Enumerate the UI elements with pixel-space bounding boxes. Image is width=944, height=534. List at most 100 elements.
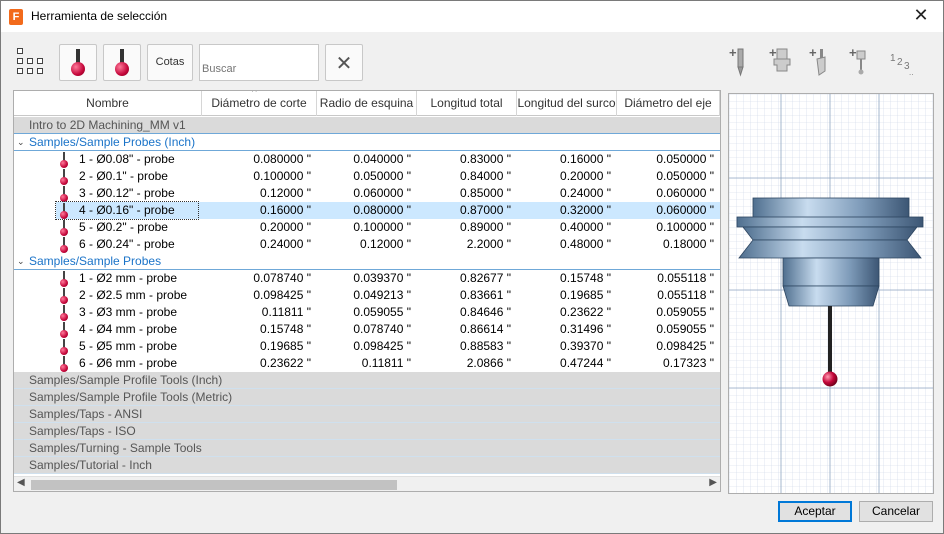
clear-search-button[interactable]: ✕ (325, 44, 363, 81)
tool-name: 1 - Ø0.08" - probe (79, 152, 175, 166)
probe-icon (60, 220, 68, 236)
column-header-longitud-total[interactable]: Longitud total (417, 91, 517, 116)
group-label: Samples/Taps - ISO (29, 424, 136, 438)
add-insert-icon[interactable]: + (809, 45, 837, 79)
tool-library-group[interactable]: ⌄ Samples/Sample Probes (Inch) (14, 134, 720, 151)
table-cell: 0.11811 " (261, 305, 311, 319)
tool-library-group[interactable]: Samples/Tutorial - Inch (14, 457, 720, 474)
search-input[interactable] (199, 44, 319, 81)
tool-name: 4 - Ø4 mm - probe (79, 322, 178, 336)
title-bar: F Herramienta de selección ✕ (1, 1, 943, 32)
table-cell: 0.40000 " (560, 220, 611, 234)
column-header-diametro-corte[interactable]: Diámetro de corte (202, 91, 317, 116)
tool-row[interactable]: 5 - Ø5 mm - probe 0.19685 " 0.098425 " 0.88… (14, 338, 720, 355)
ok-button[interactable]: Aceptar (778, 501, 852, 522)
svg-text:3: 3 (904, 61, 910, 72)
cotas-label: Cotas (155, 56, 185, 68)
group-label: Samples/Taps - ANSI (29, 407, 143, 421)
table-cell: 0.89000 " (460, 220, 511, 234)
table-cell: 0.87000 " (460, 203, 511, 217)
tool-row[interactable]: 5 - Ø0.2" - probe 0.20000 " 0.100000 " 0.89… (14, 219, 720, 236)
table-cell: 0.39370 " (560, 339, 611, 353)
tool-library-group[interactable]: Samples/Sample Profile Tools (Inch) (14, 372, 720, 389)
tool-name: 5 - Ø5 mm - probe (79, 339, 178, 353)
table-cell: 0.078740 " (353, 322, 411, 336)
tool-library-group[interactable]: ⌄ Samples/Sample Probes (14, 253, 720, 270)
tool-library-group[interactable]: Samples/Taps - ANSI (14, 406, 720, 423)
add-holder-icon[interactable]: + (769, 45, 797, 79)
table-cell: 0.88583 " (460, 339, 511, 353)
table-cell: 0.098425 " (253, 288, 311, 302)
add-endmill-icon[interactable]: + (729, 45, 757, 79)
tool-name: 6 - Ø6 mm - probe (79, 356, 178, 370)
group-label: Samples/Tutorial - Inch (29, 458, 152, 472)
column-header-radio-esquina[interactable]: Radio de esquina (317, 91, 417, 116)
tool-preview-panel[interactable] (728, 93, 934, 494)
table-cell: 0.17323 " (663, 356, 714, 370)
table-cell: 0.20000 " (260, 220, 311, 234)
scroll-left-icon[interactable]: ◀ (17, 477, 25, 488)
probe-icon (60, 169, 68, 185)
tool-name: 3 - Ø3 mm - probe (79, 305, 178, 319)
tool-library-group[interactable]: Samples/Sample Profile Tools (Metric) (14, 389, 720, 406)
table-cell: 0.19685 " (260, 339, 311, 353)
tool-row[interactable]: 4 - Ø4 mm - probe 0.15748 " 0.078740 " 0.86… (14, 321, 720, 338)
chevron-down-icon[interactable]: ⌄ (17, 137, 25, 147)
horizontal-scrollbar[interactable]: ◀ ▶ (14, 476, 720, 491)
tool-row[interactable]: 2 - Ø2.5 mm - probe 0.098425 " 0.049213 " 0… (14, 287, 720, 304)
chevron-down-icon[interactable]: ⌄ (17, 256, 25, 266)
table-cell: 0.15748 " (560, 271, 611, 285)
tool-library-group[interactable]: Intro to 2D Machining_MM v1 (14, 117, 720, 134)
probe-icon (60, 237, 68, 253)
view-mode-grid-icon[interactable] (17, 48, 45, 76)
table-cell: 0.11811 " (361, 356, 411, 370)
scroll-right-icon[interactable]: ▶ (709, 477, 717, 488)
tool-row[interactable]: 3 - Ø0.12" - probe 0.12000 " 0.060000 " 0.8… (14, 185, 720, 202)
tool-row[interactable]: 4 - Ø0.16" - probe 0.16000 " 0.080000 " 0.8… (14, 201, 720, 220)
table-cell: 0.060000 " (353, 186, 411, 200)
table-cell: 0.059055 " (656, 322, 714, 336)
tool-row[interactable]: 3 - Ø3 mm - probe 0.11811 " 0.059055 " 0.84… (14, 304, 720, 321)
toolbar: Cotas ✕ + + + + 123.. (1, 39, 943, 87)
column-header-diametro-eje[interactable]: Diámetro del eje (617, 91, 720, 116)
table-cell: 0.18000 " (663, 237, 714, 251)
cotas-button[interactable]: Cotas (147, 44, 193, 81)
table-cell: 0.82677 " (460, 271, 511, 285)
column-header-nombre[interactable]: Nombre (14, 91, 202, 116)
probe-icon (60, 186, 68, 202)
window-title: Herramienta de selección (31, 9, 168, 23)
tool-library-group[interactable]: Samples/Taps - ISO (14, 423, 720, 440)
close-icon[interactable]: ✕ (913, 5, 929, 25)
table-cell: 0.050000 " (656, 152, 714, 166)
table-cell: 0.31496 " (560, 322, 611, 336)
probe-filter-button-1[interactable] (59, 44, 97, 81)
probe-icon (114, 49, 130, 77)
tool-name: 6 - Ø0.24" - probe (79, 237, 175, 251)
tool-row[interactable]: 6 - Ø0.24" - probe 0.24000 " 0.12000 " 2.20… (14, 236, 720, 253)
table-cell: 0.85000 " (460, 186, 511, 200)
table-cell: 0.86614 " (460, 322, 511, 336)
table-cell: 0.12000 " (360, 237, 411, 251)
probe-filter-button-2[interactable] (103, 44, 141, 81)
tool-preview-graphic (729, 94, 933, 493)
cancel-button[interactable]: Cancelar (859, 501, 933, 522)
column-header-longitud-surco[interactable]: Longitud del surco (517, 91, 617, 116)
tool-row[interactable]: 1 - Ø2 mm - probe 0.078740 " 0.039370 " 0.8… (14, 270, 720, 287)
tool-library-group[interactable]: Samples/Turning - Sample Tools (14, 440, 720, 457)
table-cell: 0.055118 " (657, 271, 714, 285)
scrollbar-thumb[interactable] (31, 480, 397, 490)
selection-highlight (56, 202, 720, 219)
table-cell: 0.19685 " (560, 288, 611, 302)
table-cell: 0.080000 " (253, 152, 311, 166)
group-label: Samples/Sample Probes (29, 254, 162, 268)
tool-row[interactable]: 6 - Ø6 mm - probe 0.23622 " 0.11811 " 2.086… (14, 355, 720, 372)
close-icon: ✕ (335, 53, 353, 75)
tool-row[interactable]: 2 - Ø0.1" - probe 0.100000 " 0.050000 " 0.8… (14, 168, 720, 185)
group-label: Samples/Sample Profile Tools (Inch) (29, 373, 223, 387)
table-cell: 0.84000 " (460, 169, 511, 183)
table-cell: 0.32000 " (560, 203, 611, 217)
tool-row[interactable]: 1 - Ø0.08" - probe 0.080000 " 0.040000 " 0.… (14, 151, 720, 168)
table-cell: 0.040000 " (353, 152, 411, 166)
add-probe-icon[interactable]: + (849, 45, 877, 79)
numbering-icon[interactable]: 1 2 3.. (889, 45, 919, 79)
